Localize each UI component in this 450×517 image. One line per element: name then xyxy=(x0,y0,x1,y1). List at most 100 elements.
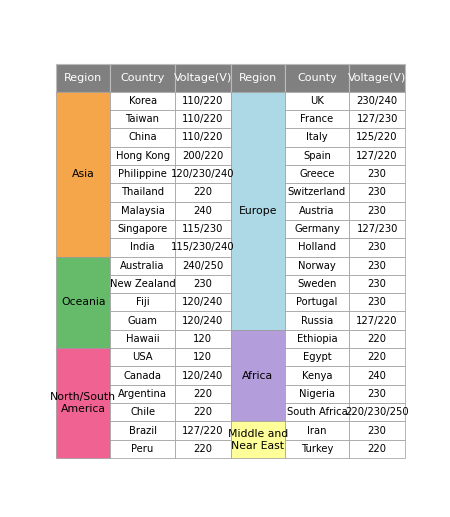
Text: Europe: Europe xyxy=(238,206,277,216)
Bar xyxy=(349,348,405,367)
Bar xyxy=(285,183,349,202)
Bar xyxy=(56,348,110,458)
Text: 230: 230 xyxy=(368,425,387,436)
Text: Austria: Austria xyxy=(299,206,335,216)
Text: 110/220: 110/220 xyxy=(182,96,223,105)
Bar xyxy=(110,275,175,293)
Bar xyxy=(349,440,405,458)
Text: North/South
America: North/South America xyxy=(50,392,116,414)
Text: Africa: Africa xyxy=(242,371,273,381)
Bar xyxy=(285,110,349,128)
Text: 115/230: 115/230 xyxy=(182,224,223,234)
Bar xyxy=(285,312,349,330)
Text: Thailand: Thailand xyxy=(121,187,164,197)
Bar xyxy=(349,110,405,128)
Text: Switzerland: Switzerland xyxy=(288,187,346,197)
Text: Singapore: Singapore xyxy=(117,224,168,234)
Bar xyxy=(285,256,349,275)
Bar xyxy=(110,165,175,183)
Bar xyxy=(110,367,175,385)
Bar xyxy=(285,238,349,256)
Text: 120/230/240: 120/230/240 xyxy=(171,169,234,179)
Bar xyxy=(285,348,349,367)
Bar xyxy=(175,275,230,293)
Bar xyxy=(349,275,405,293)
Text: Hong Kong: Hong Kong xyxy=(116,150,170,161)
Text: Region: Region xyxy=(238,73,277,83)
Bar xyxy=(175,238,230,256)
Bar xyxy=(175,293,230,312)
Bar xyxy=(349,92,405,110)
Bar xyxy=(110,385,175,403)
Text: 230: 230 xyxy=(368,187,387,197)
Bar xyxy=(285,330,349,348)
Text: Russia: Russia xyxy=(301,316,333,326)
Text: 220: 220 xyxy=(368,444,387,454)
Text: 127/230: 127/230 xyxy=(356,114,398,124)
Bar xyxy=(230,330,285,421)
Text: Germany: Germany xyxy=(294,224,340,234)
Text: 230: 230 xyxy=(368,242,387,252)
Text: Voltage(V): Voltage(V) xyxy=(174,73,232,83)
Bar xyxy=(110,202,175,220)
Bar xyxy=(230,64,285,92)
Bar xyxy=(56,256,110,348)
Text: Malaysia: Malaysia xyxy=(121,206,165,216)
Bar xyxy=(175,183,230,202)
Bar xyxy=(285,440,349,458)
Text: 240: 240 xyxy=(368,371,387,381)
Text: Brazil: Brazil xyxy=(129,425,157,436)
Text: 120/240: 120/240 xyxy=(182,371,223,381)
Bar xyxy=(349,165,405,183)
Text: UK: UK xyxy=(310,96,324,105)
Bar xyxy=(285,146,349,165)
Text: Canada: Canada xyxy=(124,371,162,381)
Text: Iran: Iran xyxy=(307,425,327,436)
Bar xyxy=(285,92,349,110)
Text: 120/240: 120/240 xyxy=(182,297,223,307)
Text: Australia: Australia xyxy=(120,261,165,271)
Text: 220: 220 xyxy=(368,352,387,362)
Bar xyxy=(285,403,349,421)
Text: 230: 230 xyxy=(194,279,212,289)
Text: 220: 220 xyxy=(193,407,212,417)
Bar xyxy=(175,92,230,110)
Bar xyxy=(285,421,349,440)
Text: Region: Region xyxy=(64,73,103,83)
Text: 220: 220 xyxy=(368,334,387,344)
Text: 230/240: 230/240 xyxy=(356,96,398,105)
Bar xyxy=(175,110,230,128)
Bar xyxy=(285,202,349,220)
Bar xyxy=(175,165,230,183)
Bar xyxy=(349,128,405,146)
Text: 220/230/250: 220/230/250 xyxy=(345,407,409,417)
Text: Kenya: Kenya xyxy=(302,371,332,381)
Bar xyxy=(175,385,230,403)
Text: Egypt: Egypt xyxy=(303,352,331,362)
Text: India: India xyxy=(130,242,155,252)
Text: 230: 230 xyxy=(368,206,387,216)
Bar xyxy=(110,220,175,238)
Bar xyxy=(349,367,405,385)
Text: Greece: Greece xyxy=(299,169,335,179)
Text: Korea: Korea xyxy=(129,96,157,105)
Text: New Zealand: New Zealand xyxy=(110,279,176,289)
Text: Fiji: Fiji xyxy=(136,297,149,307)
Text: France: France xyxy=(300,114,333,124)
Text: 120: 120 xyxy=(193,352,212,362)
Bar xyxy=(110,128,175,146)
Bar xyxy=(285,293,349,312)
Text: 230: 230 xyxy=(368,261,387,271)
Bar xyxy=(110,330,175,348)
Bar xyxy=(56,64,110,92)
Bar xyxy=(349,146,405,165)
Text: Country: Country xyxy=(121,73,165,83)
Text: USA: USA xyxy=(132,352,153,362)
Text: Hawaii: Hawaii xyxy=(126,334,159,344)
Bar xyxy=(110,238,175,256)
Bar xyxy=(349,202,405,220)
Bar xyxy=(285,385,349,403)
Bar xyxy=(175,367,230,385)
Text: 240/250: 240/250 xyxy=(182,261,223,271)
Text: 200/220: 200/220 xyxy=(182,150,223,161)
